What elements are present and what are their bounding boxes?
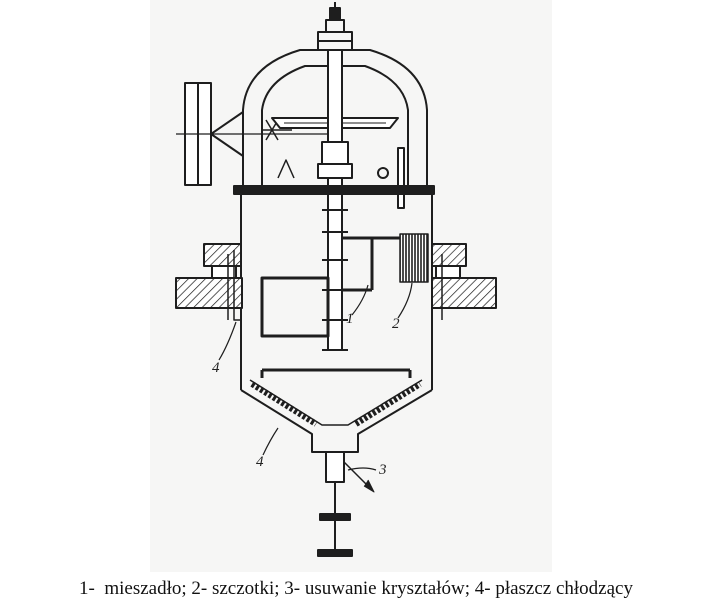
crystal-outlet — [317, 451, 375, 557]
figure-caption: 1- mieszadło; 2- szczotki; 3- usuwanie k… — [79, 578, 633, 599]
support-brackets — [175, 243, 497, 320]
label-agitator: 1 — [346, 311, 354, 327]
label-brushes: 2 — [392, 316, 400, 332]
crystallizer-diagram: 1 2 3 4 4 — [175, 2, 497, 557]
motor-pulley — [176, 82, 330, 186]
label-jacket-upper: 4 — [212, 360, 220, 376]
cover-flange — [233, 185, 435, 195]
vessel-drawing — [175, 2, 497, 557]
shaft-finial — [317, 2, 353, 51]
agitator-arms — [260, 236, 400, 338]
label-jacket-lower: 4 — [256, 454, 264, 470]
label-crystal-removal: 3 — [378, 462, 387, 478]
cover-fittings — [277, 147, 405, 209]
brushes — [399, 233, 429, 283]
leader-lines — [218, 282, 413, 471]
conical-bottom — [240, 368, 433, 453]
cooling-jacket-wall — [233, 250, 241, 321]
